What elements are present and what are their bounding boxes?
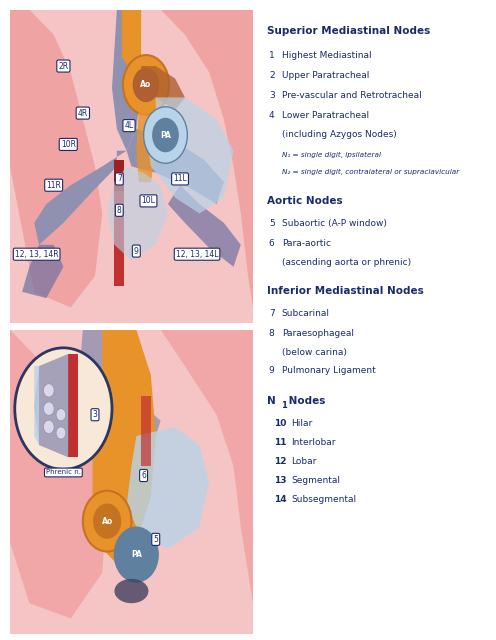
Polygon shape <box>10 330 107 618</box>
Text: Highest Mediastinal: Highest Mediastinal <box>282 51 372 60</box>
Polygon shape <box>115 160 124 285</box>
Text: 5: 5 <box>153 535 158 544</box>
Text: 12, 13, 14R: 12, 13, 14R <box>15 250 59 259</box>
Polygon shape <box>126 129 224 204</box>
Text: Subcarinal: Subcarinal <box>282 309 330 318</box>
Text: 13: 13 <box>274 476 287 485</box>
Text: 7: 7 <box>117 175 122 184</box>
Polygon shape <box>141 396 151 467</box>
Text: Pre-vascular and Retrotracheal: Pre-vascular and Retrotracheal <box>282 91 422 100</box>
Text: 5: 5 <box>269 219 275 228</box>
Text: 4: 4 <box>269 111 275 120</box>
Text: Aortic Nodes: Aortic Nodes <box>267 196 343 205</box>
Text: Paraesophageal: Paraesophageal <box>282 329 354 338</box>
Circle shape <box>56 427 66 439</box>
Circle shape <box>123 55 169 115</box>
Text: 14: 14 <box>274 495 287 504</box>
Text: Ao: Ao <box>140 81 152 90</box>
Polygon shape <box>115 160 124 191</box>
Text: 9: 9 <box>134 246 139 255</box>
Text: N₁ = single digit, ipsilateral: N₁ = single digit, ipsilateral <box>282 152 381 157</box>
FancyBboxPatch shape <box>7 326 255 637</box>
Text: Nodes: Nodes <box>285 396 326 406</box>
Polygon shape <box>93 330 156 567</box>
Text: PA: PA <box>160 131 171 140</box>
Polygon shape <box>22 244 63 298</box>
Text: 8: 8 <box>117 206 122 215</box>
Text: Hilar: Hilar <box>291 419 312 428</box>
Text: Lobar: Lobar <box>291 457 316 466</box>
Text: 7: 7 <box>269 309 275 318</box>
Polygon shape <box>146 97 234 213</box>
Text: Phrenic n.: Phrenic n. <box>46 470 81 476</box>
Circle shape <box>15 348 112 470</box>
Circle shape <box>144 107 187 163</box>
Text: 10: 10 <box>274 419 287 428</box>
Circle shape <box>93 504 121 539</box>
Text: Segmental: Segmental <box>291 476 340 485</box>
Polygon shape <box>161 10 253 323</box>
Text: 6: 6 <box>141 471 146 480</box>
Circle shape <box>132 68 159 102</box>
Text: 2: 2 <box>269 71 275 80</box>
Text: 11L: 11L <box>173 175 187 184</box>
Text: (ascending aorta or phrenic): (ascending aorta or phrenic) <box>282 258 411 267</box>
FancyBboxPatch shape <box>7 6 255 326</box>
Text: Superior Mediastinal Nodes: Superior Mediastinal Nodes <box>267 26 431 36</box>
Text: 2R: 2R <box>59 61 68 70</box>
Text: (below carina): (below carina) <box>282 348 347 357</box>
Circle shape <box>44 420 54 433</box>
Text: 11R: 11R <box>46 180 61 189</box>
Polygon shape <box>168 185 241 267</box>
Ellipse shape <box>115 579 148 603</box>
Polygon shape <box>136 110 156 182</box>
Text: 8: 8 <box>269 329 275 338</box>
Text: N₂ = single digit, contralateral or supraclavicular: N₂ = single digit, contralateral or supr… <box>282 169 459 175</box>
Polygon shape <box>122 10 141 72</box>
Polygon shape <box>68 354 78 457</box>
Polygon shape <box>10 10 102 307</box>
Circle shape <box>44 402 54 415</box>
Text: 10L: 10L <box>141 196 155 205</box>
Text: 12: 12 <box>274 457 287 466</box>
Text: 1: 1 <box>281 401 286 410</box>
Text: Lower Paratracheal: Lower Paratracheal <box>282 111 369 120</box>
Circle shape <box>44 384 54 397</box>
Circle shape <box>115 527 158 582</box>
Polygon shape <box>161 330 253 634</box>
Polygon shape <box>126 427 209 548</box>
Text: Inferior Mediastinal Nodes: Inferior Mediastinal Nodes <box>267 285 424 296</box>
Text: 4R: 4R <box>78 109 88 118</box>
Polygon shape <box>112 10 141 151</box>
Text: 11: 11 <box>274 438 287 447</box>
Polygon shape <box>34 151 126 244</box>
Text: PA: PA <box>131 550 142 559</box>
Polygon shape <box>141 66 185 110</box>
Text: 3: 3 <box>269 91 275 100</box>
Text: N: N <box>267 396 276 406</box>
Text: 12, 13, 14L: 12, 13, 14L <box>176 250 218 259</box>
Polygon shape <box>107 166 168 260</box>
Circle shape <box>56 408 66 421</box>
Circle shape <box>83 491 131 552</box>
Text: 1: 1 <box>269 51 275 60</box>
Polygon shape <box>34 366 39 445</box>
Polygon shape <box>34 354 68 457</box>
Text: Upper Paratracheal: Upper Paratracheal <box>282 71 369 80</box>
Text: (including Azygos Nodes): (including Azygos Nodes) <box>282 130 396 139</box>
Circle shape <box>152 118 179 152</box>
Text: 4L: 4L <box>124 121 133 130</box>
Text: Subsegmental: Subsegmental <box>291 495 357 504</box>
Polygon shape <box>78 330 161 451</box>
Text: 9: 9 <box>269 366 275 375</box>
Text: Interlobar: Interlobar <box>291 438 336 447</box>
Text: Ao: Ao <box>102 516 113 525</box>
Text: 6: 6 <box>269 239 275 248</box>
Text: 10R: 10R <box>61 140 76 149</box>
Text: 3: 3 <box>93 410 97 419</box>
Text: Subaortic (A-P window): Subaortic (A-P window) <box>282 219 386 228</box>
Text: Pulmonary Ligament: Pulmonary Ligament <box>282 366 375 375</box>
Text: Para-aortic: Para-aortic <box>282 239 331 248</box>
